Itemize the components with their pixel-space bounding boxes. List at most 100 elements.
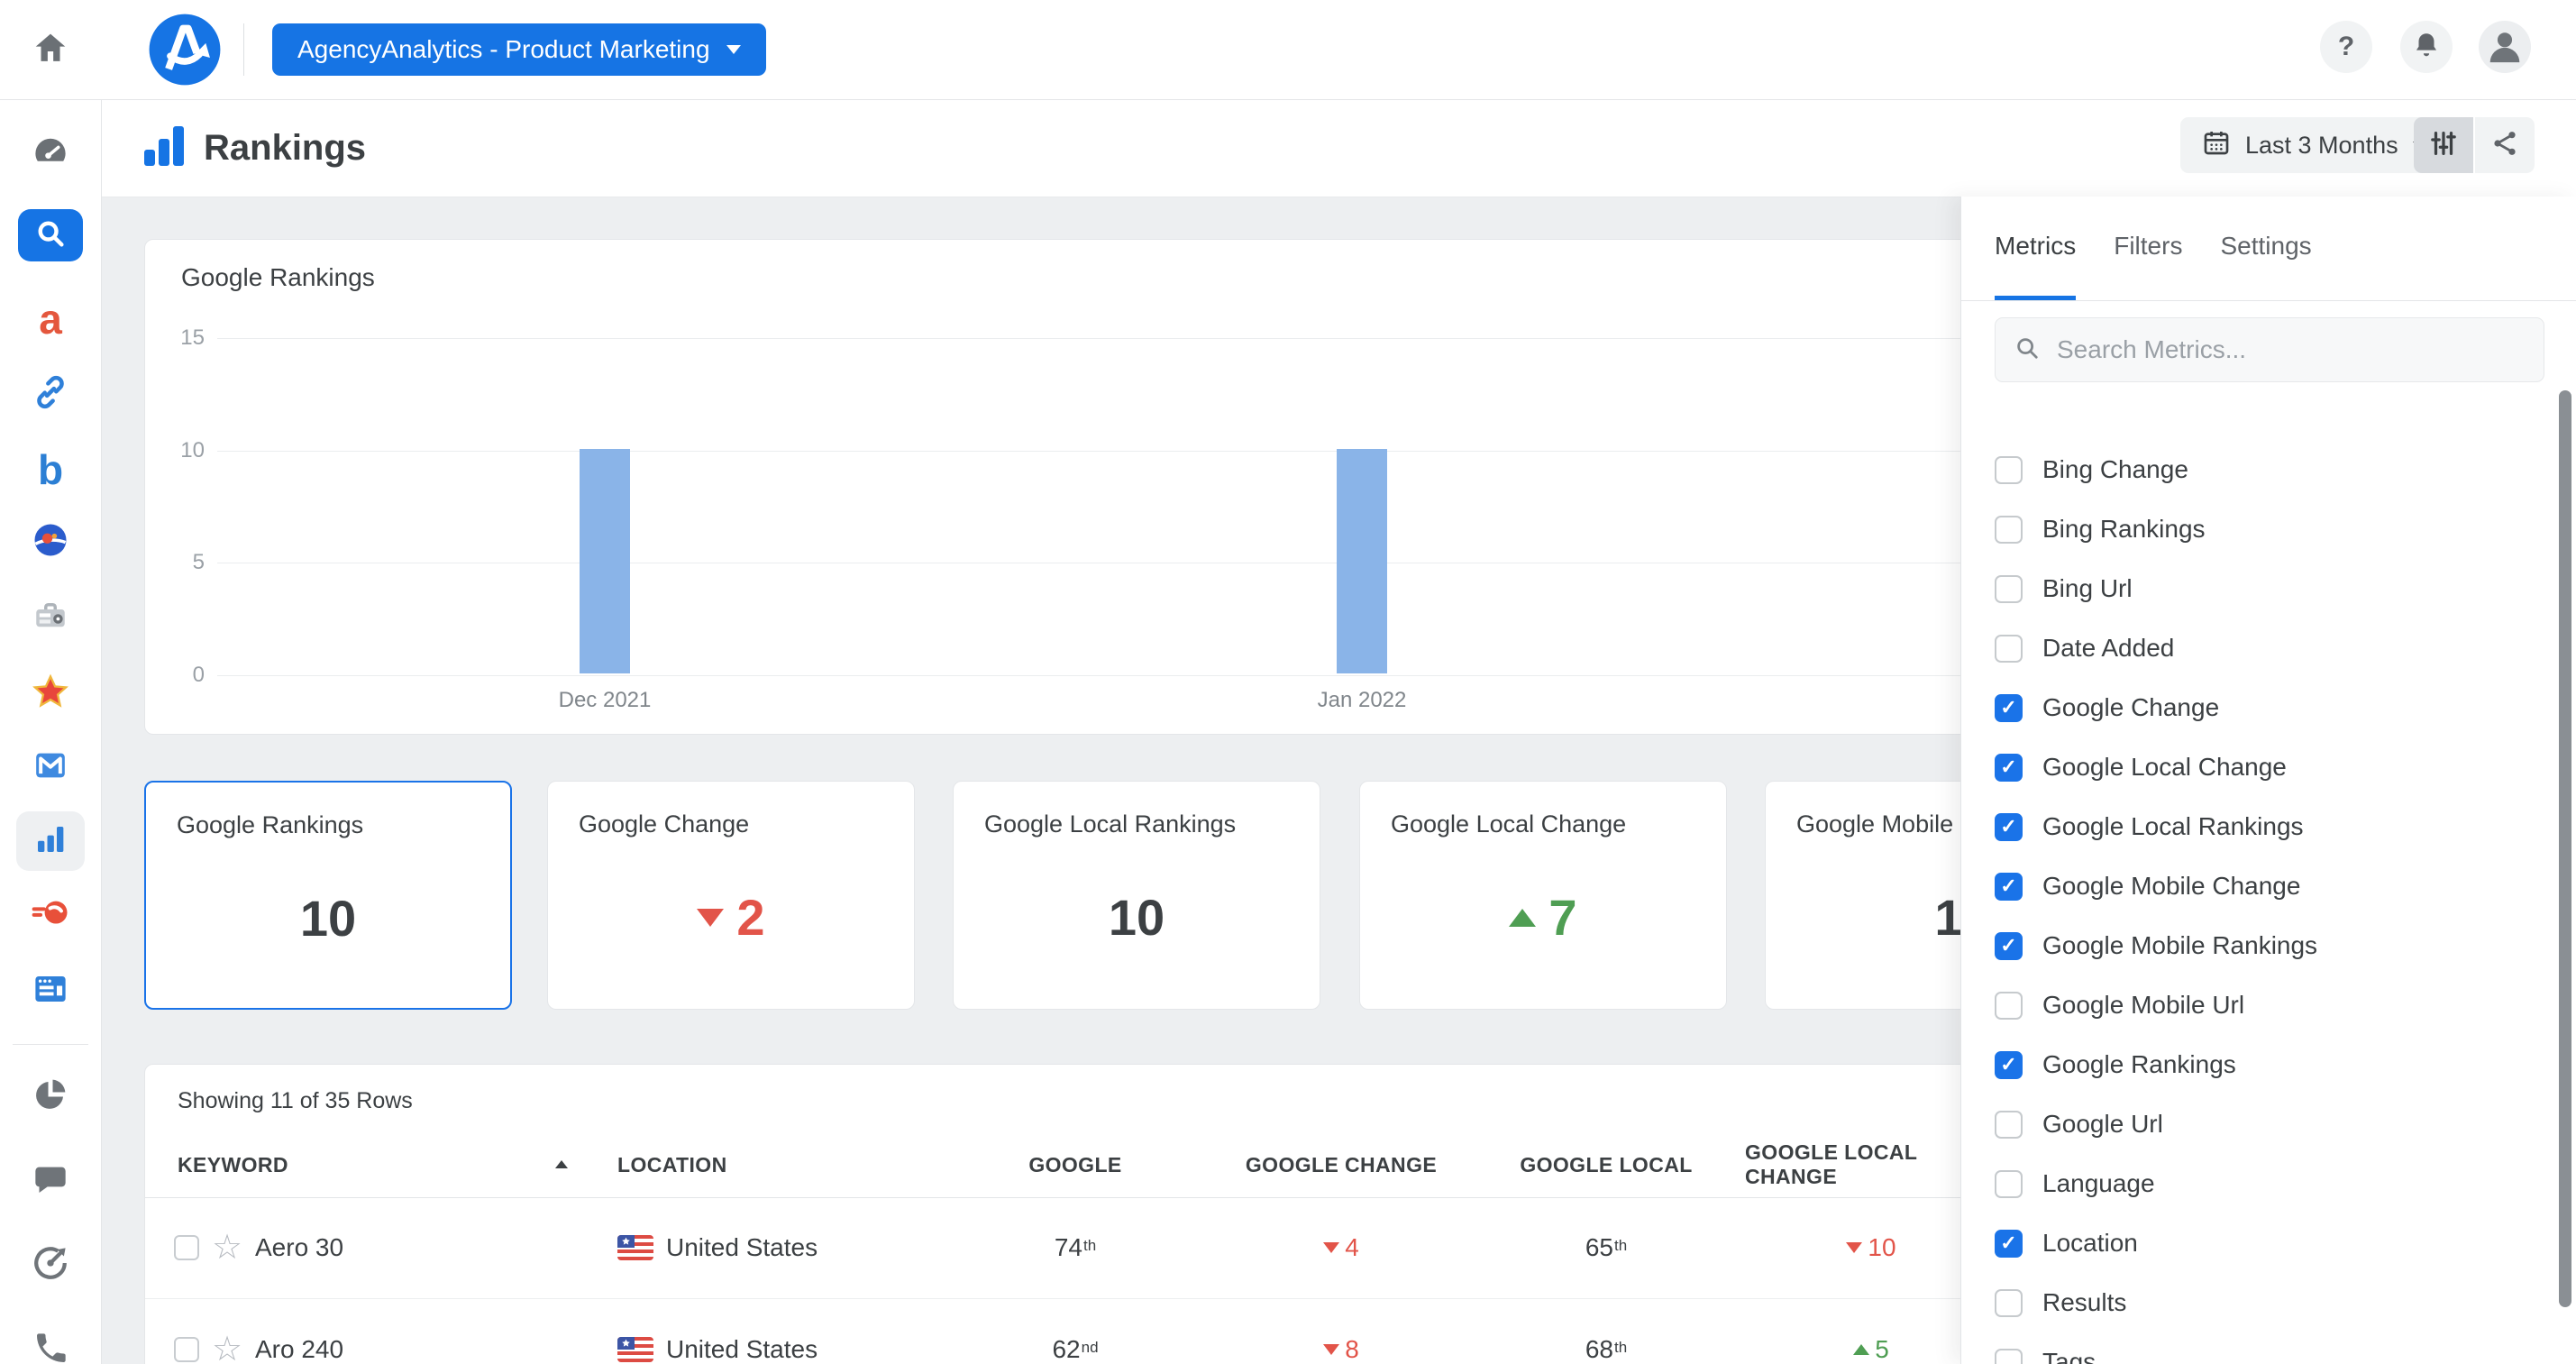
date-range-button[interactable]: Last 3 Months bbox=[2180, 117, 2447, 173]
column-header-keyword[interactable]: KEYWORD bbox=[178, 1152, 288, 1176]
sidebar-item-messages[interactable] bbox=[0, 1156, 101, 1206]
sidebar-item-reviews[interactable] bbox=[0, 668, 101, 719]
column-header-google-local-change[interactable]: GOOGLE LOCAL CHANGE bbox=[1745, 1140, 1917, 1188]
summary-card-google-change[interactable]: Google Change 2 bbox=[547, 781, 915, 1010]
checkbox[interactable] bbox=[1995, 872, 2023, 901]
bar-chart-icon bbox=[32, 820, 69, 863]
metric-item-bing-url[interactable]: Bing Url bbox=[1961, 559, 2576, 618]
search-icon bbox=[33, 216, 68, 255]
metric-item-location[interactable]: Location bbox=[1961, 1213, 2576, 1273]
metric-item-google-mobile-url[interactable]: Google Mobile Url bbox=[1961, 975, 2576, 1035]
metric-item-results[interactable]: Results bbox=[1961, 1273, 2576, 1332]
sidebar-item-reports[interactable] bbox=[0, 1071, 101, 1121]
google-business-icon bbox=[32, 521, 69, 563]
person-icon bbox=[2484, 24, 2526, 70]
share-button[interactable] bbox=[2473, 117, 2535, 173]
sidebar-item-goals[interactable] bbox=[0, 1240, 101, 1290]
summary-card-google-local-rankings[interactable]: Google Local Rankings 10 bbox=[953, 781, 1320, 1010]
sidebar-item-semrush[interactable] bbox=[0, 890, 101, 940]
card-label: Google Local Change bbox=[1391, 810, 1627, 838]
metric-item-google-local-rankings[interactable]: Google Local Rankings bbox=[1961, 797, 2576, 856]
column-header-google[interactable]: GOOGLE bbox=[1028, 1152, 1122, 1176]
checkbox[interactable] bbox=[1995, 634, 2023, 663]
account-selector-button[interactable]: AgencyAnalytics - Product Marketing bbox=[272, 23, 766, 76]
column-header-location[interactable]: LOCATION bbox=[617, 1152, 727, 1176]
card-value: 2 bbox=[548, 888, 914, 947]
metric-item-tags[interactable]: Tags bbox=[1961, 1332, 2576, 1364]
customize-metrics-button[interactable] bbox=[2414, 117, 2473, 173]
question-mark-icon: ? bbox=[2337, 32, 2355, 61]
panel-scrollbar[interactable] bbox=[2559, 390, 2571, 1307]
sidebar-item-amazon[interactable]: a bbox=[0, 294, 101, 344]
triangle-down-icon bbox=[1323, 1242, 1340, 1253]
metrics-search-input[interactable] bbox=[2055, 334, 2526, 365]
y-tick: 15 bbox=[180, 325, 205, 350]
checkbox[interactable] bbox=[1995, 1169, 2023, 1198]
agencyanalytics-logo-icon[interactable] bbox=[146, 11, 224, 88]
sidebar-item-search-console[interactable] bbox=[0, 592, 101, 643]
column-header-google-change[interactable]: GOOGLE CHANGE bbox=[1245, 1152, 1438, 1176]
metric-item-google-url[interactable]: Google Url bbox=[1961, 1094, 2576, 1154]
sidebar-item-google-business[interactable] bbox=[0, 517, 101, 567]
sidebar-item-calls[interactable] bbox=[0, 1325, 101, 1364]
checkbox[interactable] bbox=[1995, 574, 2023, 603]
sidebar-item-email[interactable] bbox=[0, 742, 101, 792]
star-outline-icon[interactable]: ☆ bbox=[212, 1331, 243, 1364]
checkbox[interactable] bbox=[1995, 1348, 2023, 1364]
google-local-change-cell: 5 bbox=[1745, 1299, 1997, 1364]
column-header-google-local[interactable]: GOOGLE LOCAL bbox=[1520, 1152, 1693, 1176]
metric-item-bing-change[interactable]: Bing Change bbox=[1961, 440, 2576, 499]
checkbox[interactable] bbox=[1995, 515, 2023, 544]
row-checkbox[interactable] bbox=[174, 1235, 199, 1260]
summary-card-google-local-change[interactable]: Google Local Change 7 bbox=[1359, 781, 1727, 1010]
triangle-down-icon bbox=[697, 908, 725, 927]
sidebar-nav: a b bbox=[0, 99, 102, 1364]
card-value: 10 bbox=[299, 890, 357, 947]
search-icon bbox=[2014, 334, 2041, 366]
rankings-bars-icon bbox=[144, 124, 184, 168]
checkbox[interactable] bbox=[1995, 455, 2023, 484]
tab-metrics[interactable]: Metrics bbox=[1995, 197, 2077, 300]
metric-item-google-local-change[interactable]: Google Local Change bbox=[1961, 737, 2576, 797]
checkbox[interactable] bbox=[1995, 1229, 2023, 1258]
checkbox[interactable] bbox=[1995, 693, 2023, 722]
notifications-button[interactable] bbox=[2400, 21, 2453, 73]
card-label: Google Local Rankings bbox=[984, 810, 1237, 838]
sidebar-item-backlinks[interactable] bbox=[0, 369, 101, 419]
google-change-cell: 8 bbox=[1224, 1299, 1458, 1364]
location-cell: United States bbox=[617, 1299, 818, 1364]
metric-item-google-change[interactable]: Google Change bbox=[1961, 678, 2576, 737]
checkbox[interactable] bbox=[1995, 753, 2023, 782]
summary-card-google-rankings[interactable]: Google Rankings 10 bbox=[144, 781, 512, 1010]
table-row-count: Showing 11 of 35 Rows bbox=[178, 1088, 413, 1113]
metric-item-google-mobile-change[interactable]: Google Mobile Change bbox=[1961, 856, 2576, 916]
row-checkbox-cell bbox=[174, 1299, 199, 1364]
tab-filters[interactable]: Filters bbox=[2114, 232, 2183, 260]
sidebar-item-keyword-search[interactable] bbox=[18, 209, 83, 261]
checkbox[interactable] bbox=[1995, 991, 2023, 1020]
checkbox[interactable] bbox=[1995, 812, 2023, 841]
sidebar-item-rankings[interactable] bbox=[16, 811, 85, 871]
metric-item-google-rankings[interactable]: Google Rankings bbox=[1961, 1035, 2576, 1094]
metric-item-date-added[interactable]: Date Added bbox=[1961, 618, 2576, 678]
tab-settings[interactable]: Settings bbox=[2220, 232, 2312, 260]
sidebar-item-bing[interactable]: b bbox=[0, 444, 101, 495]
metric-item-google-mobile-rankings[interactable]: Google Mobile Rankings bbox=[1961, 916, 2576, 975]
home-button[interactable] bbox=[27, 26, 74, 73]
help-button[interactable]: ? bbox=[2320, 21, 2372, 73]
metric-item-language[interactable]: Language bbox=[1961, 1154, 2576, 1213]
sidebar-item-forms[interactable] bbox=[0, 966, 101, 1016]
sidebar-item-dashboard[interactable] bbox=[0, 126, 101, 177]
metrics-checkbox-list: Bing Change Bing Rankings Bing Url Date … bbox=[1961, 440, 2576, 1364]
metric-item-bing-rankings[interactable]: Bing Rankings bbox=[1961, 499, 2576, 559]
row-checkbox[interactable] bbox=[174, 1337, 199, 1362]
checkbox[interactable] bbox=[1995, 1288, 2023, 1317]
avatar[interactable] bbox=[2479, 21, 2531, 73]
star-outline-icon[interactable]: ☆ bbox=[212, 1229, 243, 1267]
checkbox[interactable] bbox=[1995, 1050, 2023, 1079]
checkbox[interactable] bbox=[1995, 931, 2023, 960]
checkbox[interactable] bbox=[1995, 1110, 2023, 1139]
